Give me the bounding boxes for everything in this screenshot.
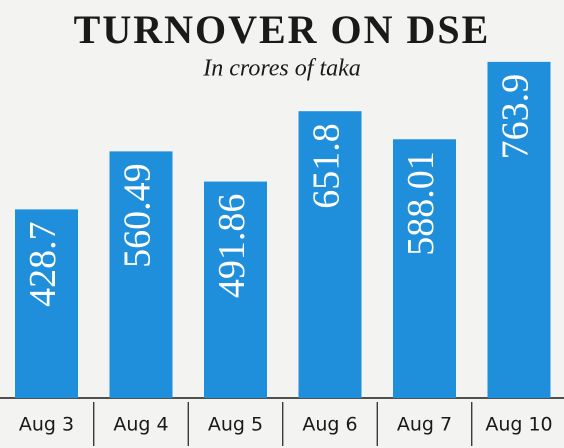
x-tick-label: Aug 5 (208, 414, 263, 436)
bar (15, 209, 78, 398)
value-label: 763.9 (495, 74, 537, 160)
chart-title: TURNOVER ON DSE (74, 7, 491, 52)
value-label: 491.86 (211, 194, 253, 299)
value-label: 651.8 (306, 123, 348, 209)
x-tick-label: Aug 4 (113, 414, 168, 436)
x-tick-label: Aug 10 (485, 414, 552, 436)
bar (204, 181, 267, 398)
bar (298, 111, 362, 398)
x-tick-label: Aug 7 (397, 414, 452, 436)
x-tick-label: Aug 3 (19, 414, 74, 436)
bar (487, 61, 551, 398)
chart-subtitle: In crores of taka (202, 56, 361, 82)
value-label: 588.01 (400, 151, 442, 256)
value-label: 428.7 (22, 221, 64, 307)
bar (109, 151, 173, 398)
value-label: 560.49 (117, 163, 159, 268)
bar (393, 139, 456, 398)
x-tick-label: Aug 6 (302, 414, 357, 436)
